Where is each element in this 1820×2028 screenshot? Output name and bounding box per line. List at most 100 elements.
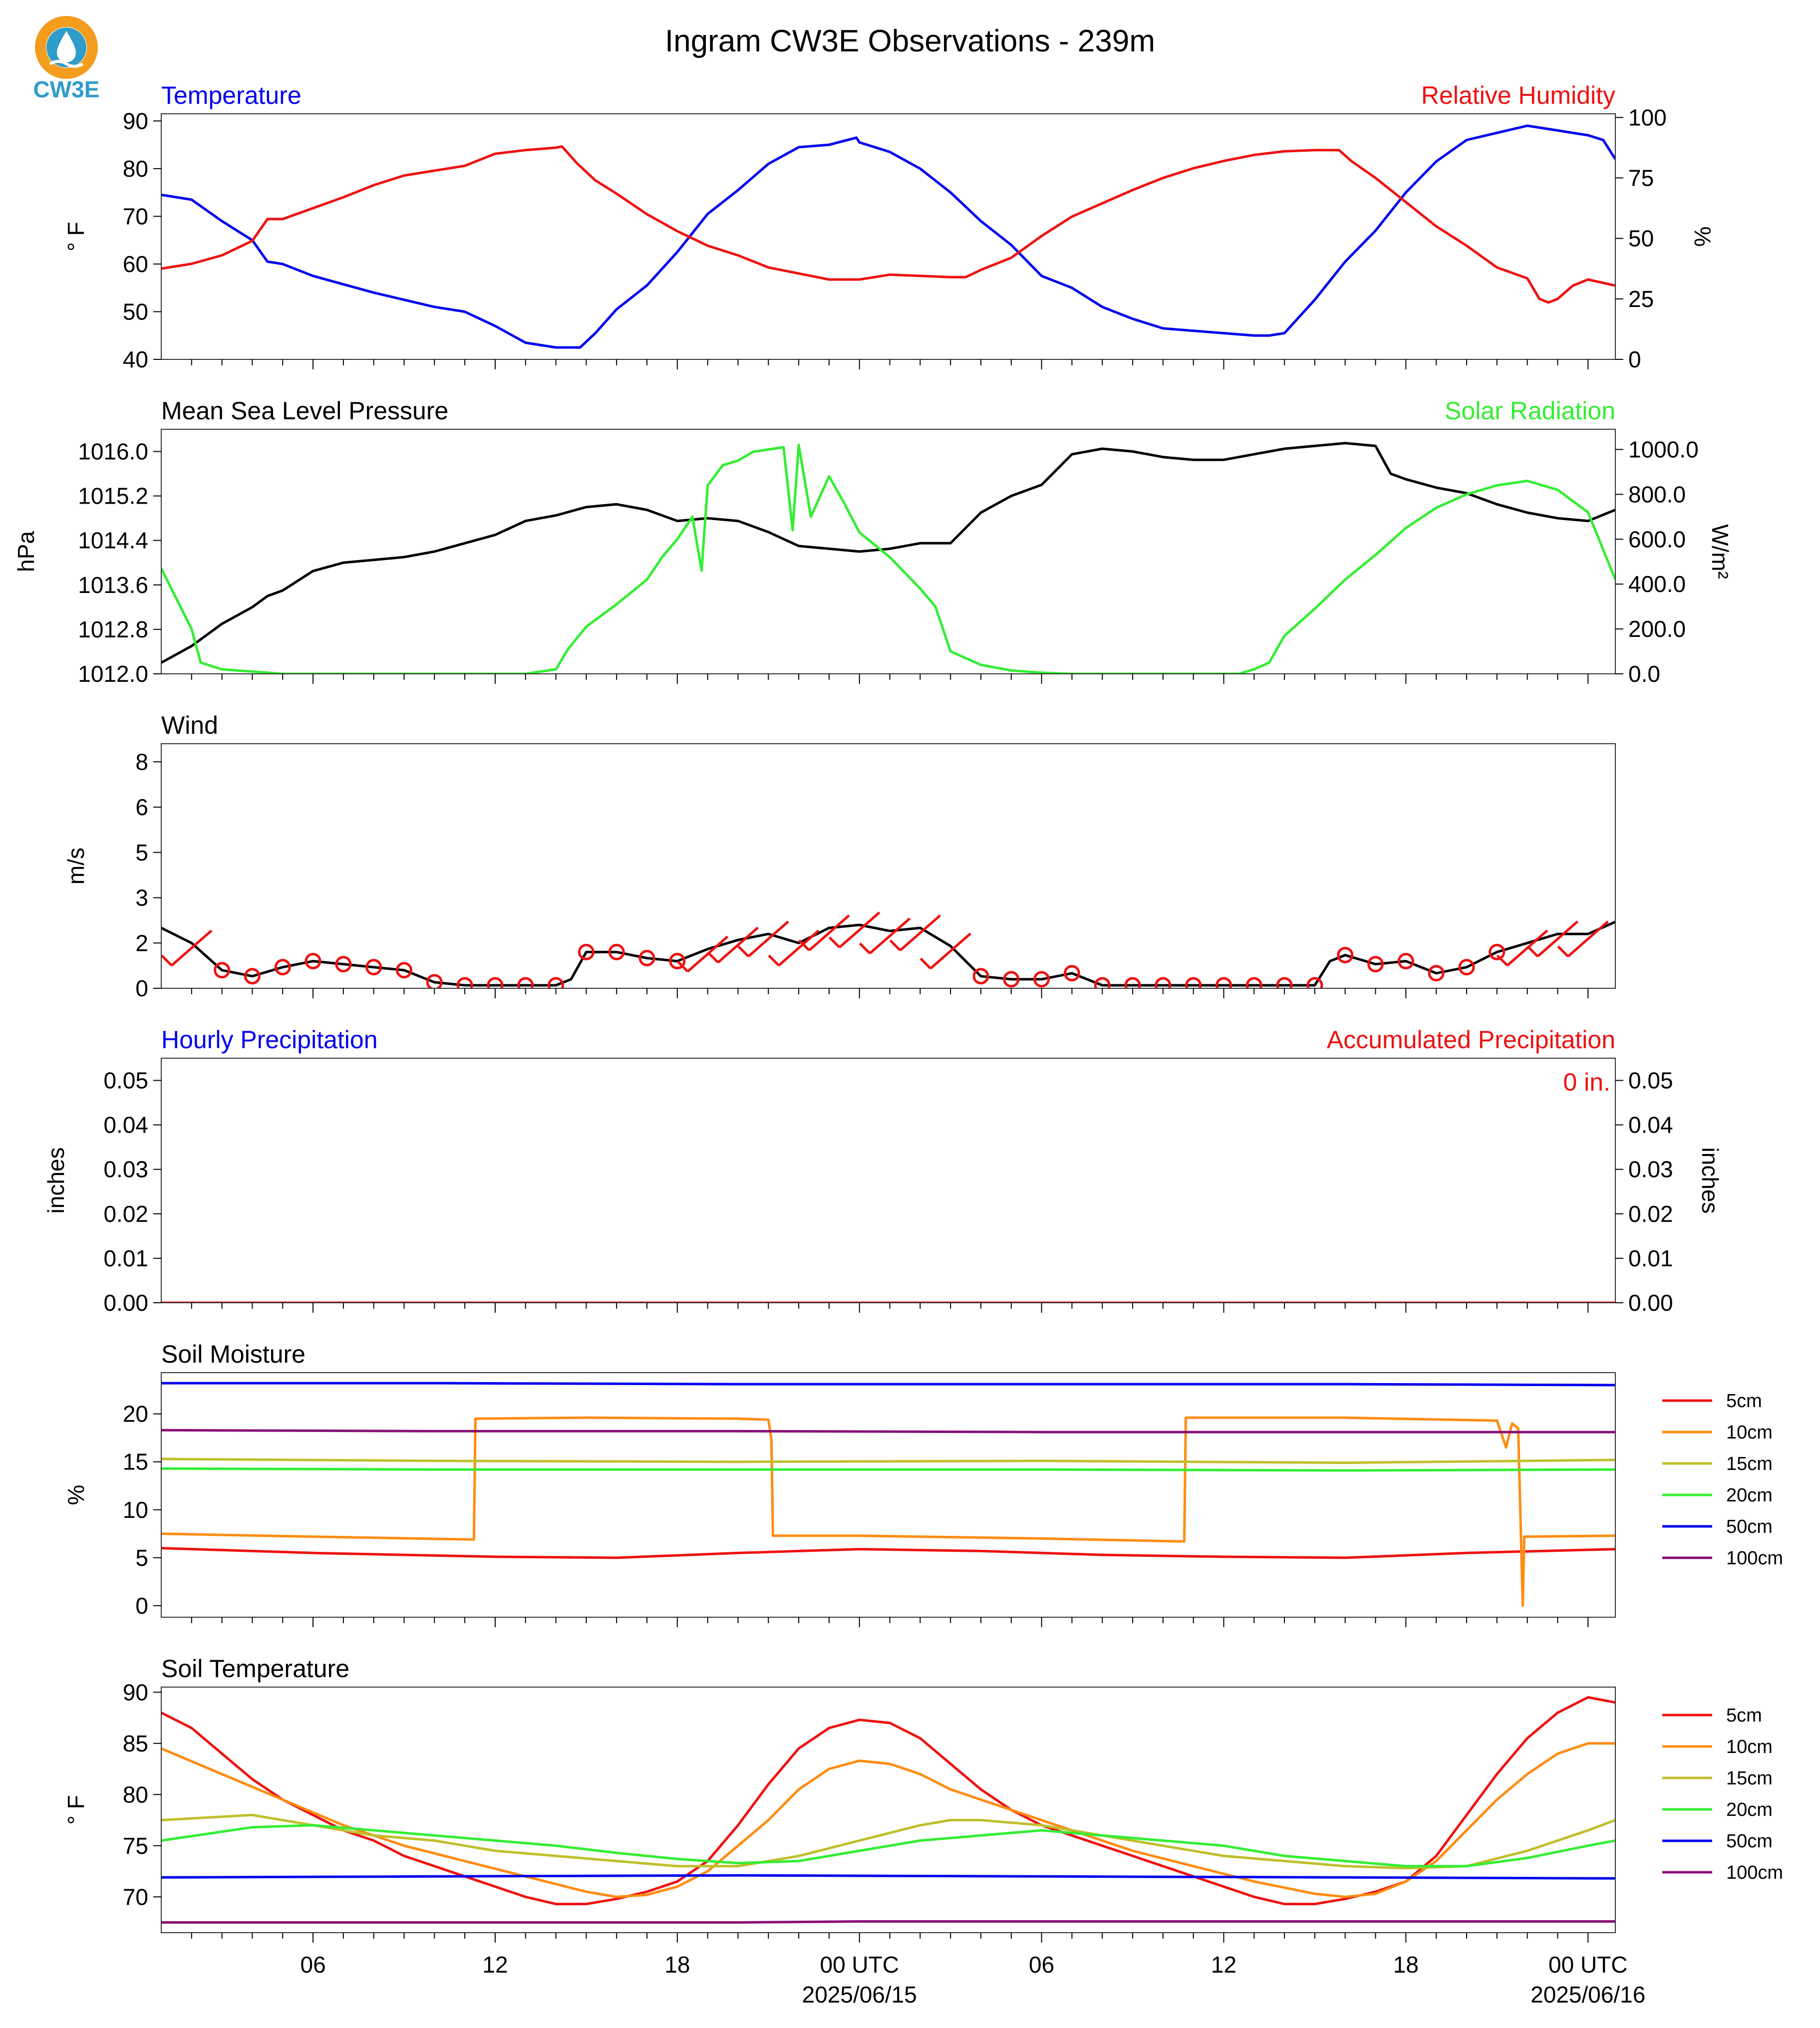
ytick-label-left: 1012.8 [78,616,148,642]
logo-drop-icon [57,31,76,62]
figure-title: Ingram CW3E Observations - 239m [665,24,1155,58]
wind-barb [747,920,789,957]
wind-barb [1536,920,1579,957]
ytick-label-right: 800.0 [1628,481,1686,507]
wind-barb-calm [1185,977,1202,988]
wind-barb-calm [1003,971,1020,988]
legend-label: 100cm [1726,1862,1783,1883]
wind-barb-calm [1276,977,1293,988]
ytick-label-right: 200.0 [1628,616,1686,642]
panel-soil-temperature: Soil Temperature 70 75 80 85 90 ° F 5cm 10cm 15cm… [63,1655,1783,1943]
logo-ring-icon [35,16,98,79]
wind-barb [1567,920,1609,957]
series-line-15cm [161,1457,1615,1464]
ytick-label-left: 0 [135,975,148,1001]
logo-wave-icon [49,60,84,68]
wind-barb-flag [828,936,841,948]
ytick-label-left: 0.05 [103,1068,148,1094]
ylabel-left: % [63,1485,89,1505]
ytick-label-left: 85 [123,1731,148,1756]
series-line-5cm [161,1696,1615,1906]
ytick-label-left: 1016.0 [78,439,148,465]
ytick-label-right: 0 [1628,346,1641,372]
wind-barb-calm [1033,971,1050,988]
ytick-label-right: 0.05 [1628,1068,1673,1094]
wind-barb-calm [1094,977,1111,988]
series-line-100cm [161,1429,1615,1434]
accumulated-annotation: 0 in. [1563,1068,1610,1096]
wind-barb-calm [517,977,534,988]
series-line-100cm [161,1920,1615,1924]
series-group [161,1696,1615,1924]
cw3e-logo: CW3E [33,16,100,102]
ytick-label-right: 25 [1628,286,1654,312]
wind-barb-calm [365,959,382,976]
ytick-label-right: 100 [1628,104,1667,130]
panel-frame [161,1058,1616,1303]
panel-left-title: Temperature [161,81,302,109]
wind-barb-calm [1245,977,1262,988]
ytick-label-right: 50 [1628,226,1654,252]
ytick-label-left: 1012.0 [78,661,148,687]
series-line-left [161,920,1615,987]
wind-barb-calm [1215,977,1232,988]
time-axis-labels: 06 12 18 00 UTC 06 12 18 00 UTC 2025/06/15 2025/0… [300,1952,1645,2008]
ylabel-left: hPa [13,531,39,572]
panel-left-title: Hourly Precipitation [161,1026,378,1054]
wind-barb-flag [919,957,931,970]
ytick-label-left: 90 [123,108,148,134]
panel-left-title: Soil Temperature [161,1655,349,1683]
series-line-10cm [161,1416,1615,1607]
ytick-label-left: 90 [123,1679,148,1705]
panel-right-title: Relative Humidity [1421,81,1615,109]
xtick-label: 06 [1029,1952,1054,1978]
wind-barb-flag [676,960,689,973]
wind-barb-calm [456,977,473,988]
panel-frame [161,429,1616,674]
ytick-label-left: 5 [135,1545,148,1571]
ytick-label-left: 0.02 [103,1201,148,1227]
panel-soil-moisture: Soil Moisture 0 5 10 15 20% 5cm 10cm 15cm 20cm 50c… [63,1340,1783,1627]
ytick-label-left: 6 [135,794,148,820]
series-line-left [161,124,1615,349]
wind-barb-calm [638,950,655,967]
series-line-50cm [161,1874,1615,1880]
series-group [161,911,1615,988]
wind-barb [717,926,759,964]
ytick-label-right: 1000.0 [1628,436,1699,462]
logo-text: CW3E [33,76,100,102]
panel-right-title: Solar Radiation [1445,397,1615,425]
ytick-label-left: 20 [123,1401,148,1427]
panel-right-title: Accumulated Precipitation [1327,1026,1615,1054]
wind-barb [808,914,850,951]
xtick-label: 06 [300,1952,325,1978]
ytick-label-left: 3 [135,885,148,911]
wind-barb [839,911,881,948]
series-group [161,442,1615,674]
ytick-label-right: 0.0 [1628,661,1660,687]
ytick-label-left: 0.04 [103,1112,148,1138]
series-line-20cm [161,1467,1615,1472]
wind-barb-flag [1496,954,1509,967]
panel-wind: Wind 0 2 3 5 6 8 m/s [63,711,1616,1001]
wind-barb-calm [972,968,989,985]
series-line-5cm [161,1547,1615,1559]
panel-pressure-solar: Mean Sea Level Pressure Solar Radiation 10… [13,397,1733,687]
wind-barb-calm [1458,959,1475,976]
wind-barb [869,917,911,954]
wind-barb-flag [889,939,902,951]
wind-barb-calm [274,959,291,976]
ytick-label-left: 2 [135,930,148,956]
wind-barb-calm [214,962,231,979]
ytick-label-left: 8 [135,749,148,775]
wind-barb-calm [304,953,321,970]
ytick-label-left: 15 [123,1449,148,1475]
ytick-label-right: 0.01 [1628,1245,1673,1271]
ytick-label-left: 1014.4 [78,528,148,554]
ytick-label-left: 0.01 [103,1245,148,1271]
legend-label: 10cm [1726,1737,1773,1757]
wind-barb [1506,929,1548,967]
legend-label: 20cm [1726,1485,1773,1506]
wind-barb-calm [669,953,686,970]
date-label: 2025/06/16 [1530,1982,1645,2008]
